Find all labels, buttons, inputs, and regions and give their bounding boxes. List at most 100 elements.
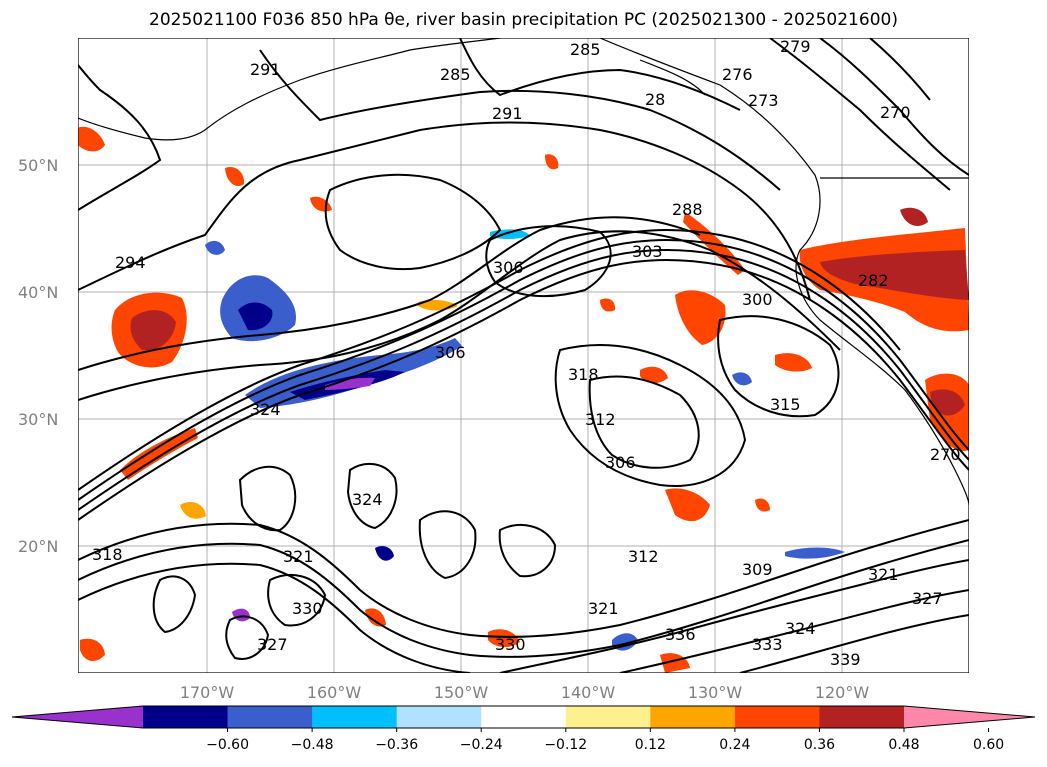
lon-label: 160°W — [307, 683, 362, 702]
contour-label: 312 — [585, 410, 616, 429]
contour-line — [78, 230, 841, 401]
colorbar-tick-label: 0.60 — [973, 737, 1004, 753]
contour-label: 300 — [742, 290, 773, 309]
contour-line — [78, 539, 969, 658]
colorbar-segment — [650, 706, 736, 728]
contour-label: 285 — [440, 65, 471, 84]
contour-line — [267, 574, 327, 627]
contour-line — [259, 49, 781, 191]
contour-label: 327 — [912, 589, 943, 608]
pos-fill-small — [180, 502, 206, 519]
contour-label: 330 — [495, 635, 526, 654]
colorbar-tick-label: −0.36 — [375, 737, 418, 753]
colorbar-segment — [227, 706, 313, 728]
pos-fill-small — [80, 638, 105, 662]
contour-line — [588, 375, 700, 469]
neg-fill-patch-core — [238, 302, 273, 331]
pos-fill-small — [775, 353, 812, 372]
pos-fill-small — [600, 298, 616, 312]
colorbar-segment — [312, 706, 398, 728]
contour-line — [869, 38, 931, 101]
precip-anomaly-fills — [78, 126, 969, 673]
contour-label: 276 — [722, 65, 753, 84]
contour-label: 28 — [645, 90, 665, 109]
contour-label: 309 — [742, 560, 773, 579]
lat-label: 20°N — [18, 537, 58, 556]
colorbar-segment — [143, 706, 229, 728]
contour-line — [554, 344, 747, 487]
colorbar-segment — [734, 706, 820, 728]
colorbar-segment — [481, 706, 567, 728]
lon-label: 130°W — [688, 683, 743, 702]
contour-line — [78, 248, 969, 511]
contour-label: 321 — [868, 565, 899, 584]
contour-line — [346, 462, 398, 530]
contour-line — [418, 510, 477, 580]
colorbar-extend-max — [904, 706, 1035, 728]
pos-fill-small — [545, 154, 559, 170]
contour-line — [78, 64, 162, 211]
contour-line — [78, 228, 901, 491]
pos-fill-small — [755, 498, 770, 512]
contour-labels: 285 279 270 276 273 291 285 291 28 288 2… — [92, 37, 961, 669]
contour-line — [498, 524, 557, 578]
contour-label: 312 — [628, 547, 659, 566]
colorbar: −0.60 −0.48 −0.36 −0.24 −0.12 0.12 0.24 0.36 0.4… — [11, 705, 1036, 753]
contour-label: 270 — [880, 103, 911, 122]
pos-fill-patch-core — [930, 389, 965, 416]
contour-label: 279 — [780, 37, 811, 56]
contour-label: 324 — [352, 490, 383, 509]
lat-axis: 50°N 40°N 30°N 20°N — [18, 156, 58, 556]
contour-line — [459, 38, 741, 111]
contour-line — [78, 121, 811, 301]
contour-line — [78, 562, 471, 673]
pos-fill-small — [488, 629, 520, 648]
contour-label: 291 — [250, 60, 281, 79]
colorbar-tick-label: −0.60 — [206, 737, 249, 753]
lon-axis: 170°W 160°W 150°W 140°W 130°W 120°W — [180, 683, 870, 702]
neg-fill-small — [785, 547, 845, 559]
lon-label: 120°W — [815, 683, 870, 702]
lat-label: 50°N — [18, 156, 58, 175]
colorbar-tick-label: 0.12 — [635, 737, 666, 753]
contour-line — [619, 589, 969, 673]
lon-label: 150°W — [434, 683, 489, 702]
map-background — [78, 38, 969, 673]
map-panel: 285 279 270 276 273 291 285 291 28 288 2… — [78, 37, 969, 673]
pos-fill-small — [365, 608, 386, 627]
neg-fill-band-peak — [325, 377, 375, 390]
colorbar-tick-label: −0.24 — [460, 737, 503, 753]
theta-e-contours — [78, 38, 969, 673]
contour-line — [769, 38, 951, 191]
contour-label: 270 — [930, 445, 961, 464]
pos-fill-small — [640, 366, 668, 384]
lat-label: 30°N — [18, 410, 58, 429]
contour-label: 306 — [435, 343, 466, 362]
pos-fill-small — [225, 166, 245, 187]
colorbar-segment — [819, 706, 905, 728]
pos-fill-patch — [78, 126, 105, 152]
contour-label: 324 — [250, 400, 281, 419]
colorbar-tick-label: 0.48 — [888, 737, 919, 753]
contour-line — [819, 38, 969, 176]
colorbar-tick-label: −0.12 — [544, 737, 587, 753]
pos-fill-small — [900, 207, 928, 226]
contour-label: 339 — [830, 650, 861, 669]
contour-label: 285 — [570, 40, 601, 59]
plot-title: 2025021100 F036 850 hPa θe, river basin … — [149, 10, 898, 30]
contour-label: 315 — [770, 395, 801, 414]
pos-fill-patch — [665, 488, 710, 522]
contour-line — [78, 238, 969, 501]
coastlines — [78, 38, 969, 506]
contour-label: 306 — [605, 453, 636, 472]
coastline-alaska — [78, 38, 501, 141]
contour-label: 321 — [588, 599, 619, 618]
contour-line — [78, 216, 701, 371]
contour-label: 294 — [115, 253, 146, 272]
neg-fill-small — [732, 372, 752, 386]
contour-label: 306 — [493, 258, 524, 277]
contour-label: 303 — [632, 242, 663, 261]
contour-label: 273 — [748, 91, 779, 110]
contour-label: 330 — [292, 599, 323, 618]
